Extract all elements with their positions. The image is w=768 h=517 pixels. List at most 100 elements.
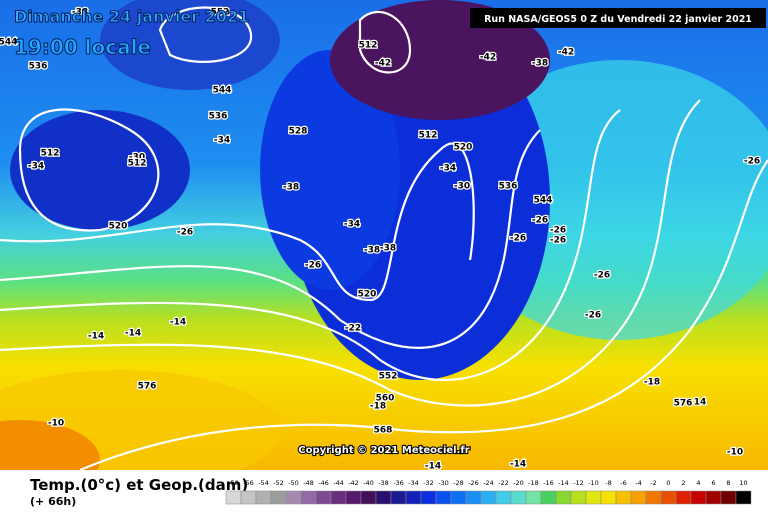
contours (0, 6, 768, 472)
scale-swatch (420, 490, 437, 505)
run-info: Run NASA/GEOS5 0 Z du Vendredi 22 janvie… (484, 14, 752, 25)
contour-label: -34 (440, 164, 456, 174)
contour-label: -14 (88, 332, 104, 342)
contour-label: -18 (644, 378, 660, 388)
scale-swatch (555, 490, 572, 505)
scale-swatch (405, 490, 422, 505)
scale-label: -54 (258, 479, 269, 487)
scale-label: -26 (468, 479, 479, 487)
scale-label: -16 (543, 479, 554, 487)
scale-swatch (465, 490, 482, 505)
contour-label: -26 (532, 216, 548, 226)
scale-label: -12 (573, 479, 584, 487)
contour-label: 512 (41, 149, 60, 159)
contour-label: -38 (283, 183, 299, 193)
contour-label: -18 (370, 402, 386, 412)
scale-label: 2 (681, 479, 685, 487)
contour-label: -22 (345, 324, 361, 334)
scale-swatch (225, 490, 242, 505)
scale-swatch (675, 490, 692, 505)
contour-label: -38 (532, 59, 548, 69)
scale-swatch (525, 490, 542, 505)
scale-label: -4 (635, 479, 641, 487)
scale-label: -20 (513, 479, 524, 487)
contour-label: -26 (550, 226, 566, 236)
contour-label: 520 (358, 290, 377, 300)
scale-label: 8 (726, 479, 730, 487)
scale-label: 4 (696, 479, 700, 487)
contour-label: 560 (376, 394, 395, 404)
scale-swatch (240, 490, 257, 505)
contour-label: -42 (375, 59, 391, 69)
contour-label: -38 (380, 244, 396, 254)
scale-swatch (480, 490, 497, 505)
contour-label: -42 (558, 48, 574, 58)
contour-label: 536 (29, 62, 48, 72)
contour-label: -30 (129, 153, 145, 163)
contour-label: 520 (109, 222, 128, 232)
scale-label: -18 (528, 479, 539, 487)
contour-label: -26 (177, 228, 193, 238)
contour-label: -26 (305, 261, 321, 271)
scale-swatch (585, 490, 602, 505)
scale-swatch (375, 490, 392, 505)
scale-swatch (450, 490, 467, 505)
contour-label: -14 (425, 462, 441, 472)
contour-label: 544 (534, 196, 553, 206)
map-labels: 544 536 -38 552 512 -42 -42 -38 -42 544 536 -34 528 5… (0, 6, 761, 473)
contour-label: -30 (454, 182, 470, 192)
scale-swatch (630, 490, 647, 505)
scale-swatch (495, 490, 512, 505)
cold-air (100, 0, 280, 90)
scale-label: -32 (423, 479, 434, 487)
cold-air (10, 110, 190, 230)
contour-label: -34 (344, 220, 360, 230)
contour-label: 576 (674, 399, 693, 409)
scale-label: -8 (605, 479, 611, 487)
contour-label: -26 (510, 234, 526, 244)
contour-label: -14 (170, 318, 186, 328)
scale-label: -14 (558, 479, 569, 487)
scale-swatch (690, 490, 707, 505)
cold-air (260, 50, 400, 290)
forecast-date: Dimanche 24 janvier 2021 (14, 7, 249, 26)
scale-label: -6 (620, 479, 626, 487)
scale-swatch (315, 490, 332, 505)
scale-label: 10 (739, 479, 747, 487)
contour-label: -26 (744, 157, 760, 167)
contour-label: 536 (209, 112, 228, 122)
contour-label: 528 (289, 127, 308, 137)
scale-swatch (660, 490, 677, 505)
contour-label: -38 (72, 8, 88, 18)
scale-swatch (600, 490, 617, 505)
scale-label: -46 (318, 479, 329, 487)
scale-swatch (735, 490, 752, 505)
contour-label: 14 (694, 398, 707, 408)
scale-swatch (300, 490, 317, 505)
copyright: Copyright © 2021 Meteociel.fr (298, 445, 469, 456)
scale-swatch (270, 490, 287, 505)
cold-core (330, 0, 550, 120)
scale-swatch (720, 490, 737, 505)
scale-label: -58 (228, 479, 239, 487)
scale-label: -22 (498, 479, 509, 487)
color-scale: -58 -56 -54 -52 -50 -48 -46 -44 -42 -40 -38 -36 -34-… (225, 479, 752, 505)
scale-label: -10 (588, 479, 599, 487)
contour-label: 544 (213, 86, 232, 96)
contour-label: -10 (48, 419, 64, 429)
contour-label: 576 (138, 382, 157, 392)
contour-label: 552 (379, 372, 398, 382)
scale-label: -30 (438, 479, 449, 487)
scale-swatch (360, 490, 377, 505)
scale-swatch (540, 490, 557, 505)
scale-label: -52 (273, 479, 284, 487)
contour-label: -42 (480, 53, 496, 63)
scale-label: -34 (408, 479, 419, 487)
forecast-time: 19:00 locale (14, 35, 151, 59)
scale-label: -42 (348, 479, 359, 487)
run-box (470, 8, 766, 28)
scale-label: -44 (333, 479, 344, 487)
scale-label: -48 (303, 479, 314, 487)
contour-label: -10 (727, 448, 743, 458)
scale-swatch (435, 490, 452, 505)
